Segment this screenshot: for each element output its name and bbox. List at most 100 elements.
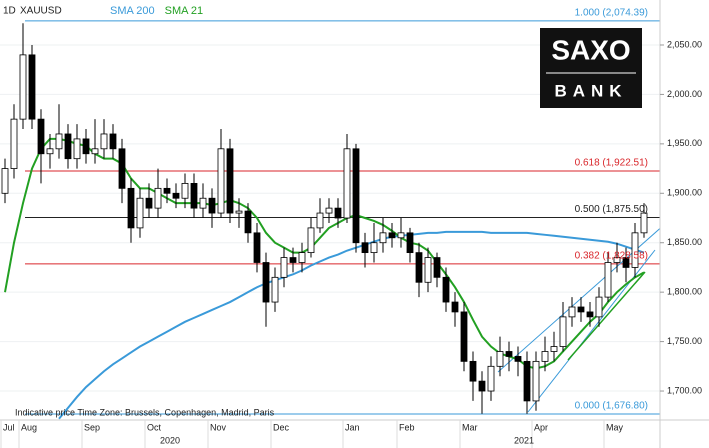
candle-body [262, 262, 270, 303]
candle-body [334, 207, 342, 219]
fib-label: 0.382 (1,828.58) [575, 251, 648, 262]
candle-body [532, 360, 540, 402]
legend-entry: SMA 200 [110, 5, 155, 17]
candle-body [244, 210, 252, 234]
candle-body [163, 187, 171, 194]
candle-body [406, 232, 414, 254]
candle-body [91, 148, 99, 155]
candle-body [235, 210, 243, 214]
x-tick-label: Oct [147, 422, 162, 432]
trendline [567, 271, 646, 361]
candle-body [1, 168, 9, 194]
fib-label: 0.618 (1,922.51) [575, 158, 648, 169]
candle-body [289, 257, 297, 263]
fib-label: 0.000 (1,676.80) [575, 401, 648, 412]
candle-body [118, 148, 126, 189]
candle-body [325, 207, 333, 214]
candle-body [460, 311, 468, 362]
symbol: XAUUSD [20, 6, 62, 17]
x-tick-label: Dec [273, 422, 290, 432]
x-tick-label: Mar [462, 422, 478, 432]
candle-body [253, 232, 261, 263]
candle-body [568, 306, 576, 318]
candle-body [604, 262, 612, 298]
y-tick-label: 1,900.00 [667, 188, 702, 198]
candle-body [190, 183, 198, 209]
year-label: 2020 [160, 435, 180, 445]
x-tick-label: Jan [345, 422, 360, 432]
candle-body [271, 276, 279, 303]
y-tick-label: 1,750.00 [667, 336, 702, 346]
candles [1, 23, 648, 414]
candle-body [82, 138, 90, 155]
candle-body [586, 311, 594, 318]
candle-body [145, 197, 153, 209]
sma-line [58, 230, 645, 420]
timeframe: 1D [3, 6, 16, 17]
candle-body [550, 346, 558, 352]
fib-label: 1.000 (2,074.39) [575, 8, 648, 19]
candle-body [631, 232, 639, 268]
logo-bottom: BANK [554, 81, 627, 100]
candle-body [343, 148, 351, 219]
candle-body [307, 227, 315, 254]
candle-body [415, 252, 423, 283]
channel-upper [497, 227, 660, 373]
fib-label: 0.500 (1,875.50) [575, 204, 648, 215]
x-tick-label: Apr [534, 422, 548, 432]
candle-body [316, 212, 324, 229]
fib-labels: 1.000 (2,074.39) 0.618 (1,922.51) 0.500 (1… [575, 8, 648, 412]
candle-body [280, 257, 288, 278]
candle-body [181, 183, 189, 199]
x-tick-label: Nov [210, 422, 227, 432]
x-tick-label: Sep [84, 422, 100, 432]
candle-body [127, 187, 135, 229]
candle-body [46, 148, 54, 155]
candle-body [100, 133, 108, 150]
legend: SMA 200 SMA 21 [110, 5, 203, 17]
candle-body [10, 118, 18, 169]
candle-body [451, 301, 459, 313]
y-tick-label: 1,700.00 [667, 385, 702, 395]
candle-body [424, 257, 432, 283]
candle-body [505, 351, 513, 357]
candle-body [541, 351, 549, 362]
candle-body [73, 138, 81, 160]
candle-body [19, 54, 27, 120]
candle-body [397, 232, 405, 239]
candle-body [154, 187, 162, 209]
candle-body [514, 356, 522, 362]
candle-body [28, 54, 36, 120]
candle-body [379, 232, 387, 244]
candle-body [478, 380, 486, 392]
logo: SAXO BANK [540, 28, 642, 108]
candle-body [172, 192, 180, 199]
y-tick-label: 1,950.00 [667, 138, 702, 148]
candle-body [388, 232, 396, 239]
candle-body [487, 365, 495, 392]
candle-body [109, 133, 117, 150]
year-label: 2021 [514, 435, 534, 445]
candle-body [208, 197, 216, 214]
logo-top: SAXO [551, 34, 630, 65]
candle-body [622, 257, 630, 268]
candle-body [226, 148, 234, 214]
candle-body [136, 197, 144, 229]
y-tick-label: 1,800.00 [667, 287, 702, 297]
candle-body [298, 252, 306, 263]
candle-body [469, 360, 477, 382]
candle-body [595, 296, 603, 318]
x-tick-label: May [606, 422, 624, 432]
candle-body [370, 242, 378, 254]
candle-body [37, 118, 45, 155]
candle-body [559, 316, 567, 347]
candle-body [217, 148, 225, 214]
candle-body [64, 133, 72, 160]
candle-body [55, 133, 63, 150]
candle-body [577, 306, 585, 313]
legend-entry: SMA 21 [165, 5, 204, 17]
candle-body [442, 276, 450, 303]
x-tick-label: Aug [21, 422, 37, 432]
x-tick-label: Jul [3, 422, 15, 432]
x-tick-label: Feb [399, 422, 415, 432]
